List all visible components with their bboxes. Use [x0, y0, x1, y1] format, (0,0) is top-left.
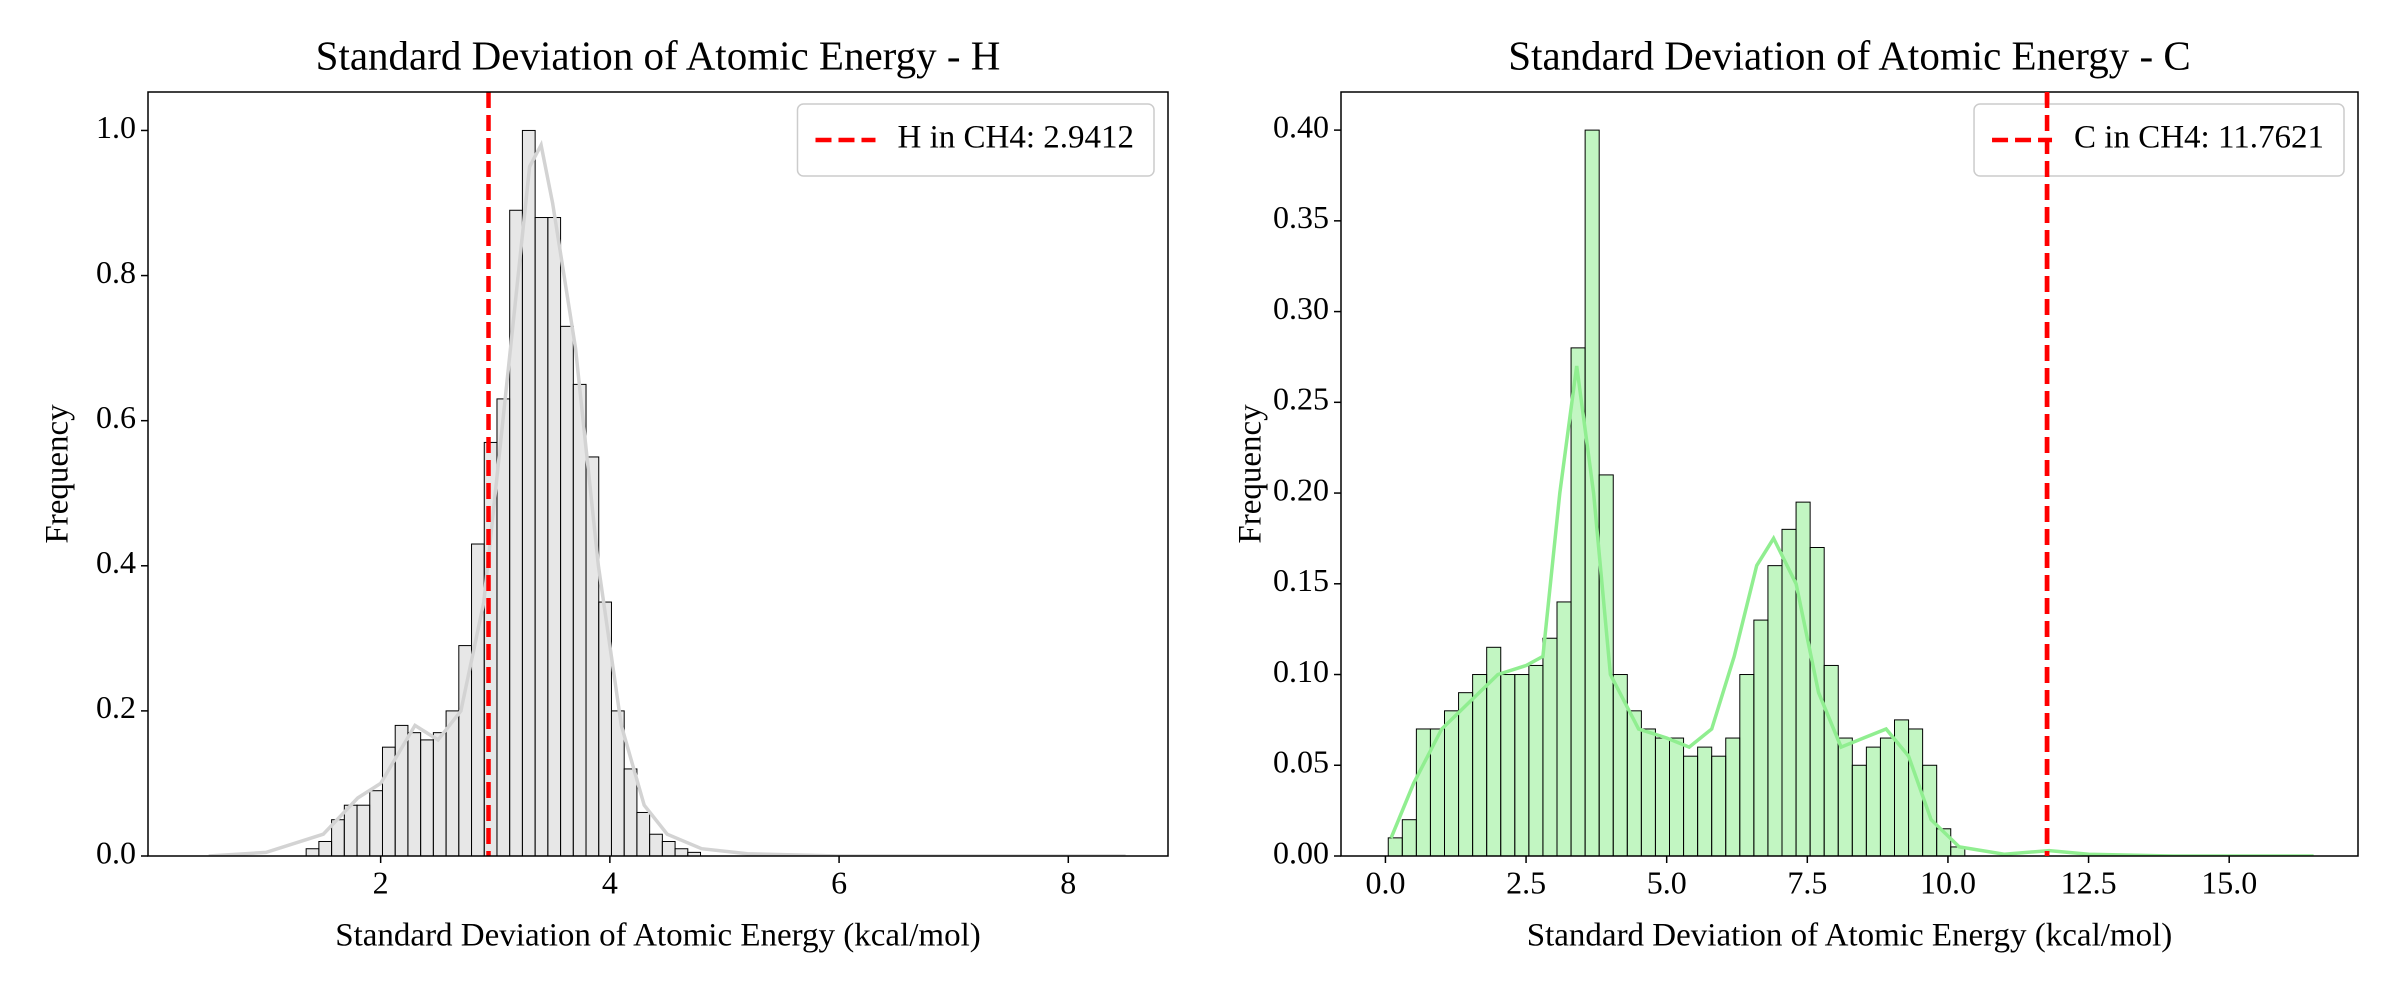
histogram-bar	[407, 732, 422, 856]
legend-label: C in CH4: 11.7621	[2074, 120, 2324, 156]
x-tick-label: 5.0	[1647, 864, 1687, 900]
x-tick-label: 4	[602, 864, 618, 900]
histogram-bar	[1415, 728, 1431, 856]
axes-frame	[1340, 91, 2359, 857]
histogram-bar	[547, 217, 562, 856]
histogram-bar	[661, 840, 676, 856]
x-tick-label: 0.0	[1365, 864, 1405, 900]
histogram-bar	[471, 543, 485, 856]
axes-frame	[147, 91, 1169, 857]
histogram-bar	[1739, 674, 1755, 856]
y-tick-label: 0.15	[1273, 562, 1329, 598]
histogram-bar	[1542, 637, 1558, 856]
histogram-bar	[1556, 601, 1572, 856]
histogram-bar	[1654, 737, 1670, 856]
histogram-bar	[369, 790, 383, 856]
histogram-bar	[1640, 728, 1656, 856]
chart-title: Standard Deviation of Atomic Energy - H	[316, 32, 1001, 78]
histogram-bar	[1598, 474, 1614, 856]
histogram-bar	[534, 217, 549, 856]
x-tick-label: 2.5	[1506, 864, 1546, 900]
x-axis-label: Standard Deviation of Atomic Energy (kca…	[1527, 918, 2172, 954]
y-tick-label: 0.20	[1273, 471, 1329, 507]
y-tick-label: 0.4	[96, 544, 136, 580]
x-tick-label: 12.5	[2061, 864, 2117, 900]
histogram-bar	[1669, 737, 1685, 856]
x-tick-label: 7.5	[1787, 864, 1827, 900]
histogram-bar	[1514, 674, 1530, 856]
x-axis-label: Standard Deviation of Atomic Energy (kca…	[335, 918, 980, 954]
histogram-bar	[356, 804, 371, 856]
x-tick-label: 6	[831, 864, 847, 900]
y-tick-label: 0.40	[1273, 108, 1329, 144]
kde-line	[208, 139, 1126, 856]
plot-area	[208, 92, 1126, 856]
histogram-bar	[1753, 619, 1769, 856]
histogram-bar	[1697, 746, 1713, 856]
histogram-bar	[1865, 746, 1881, 856]
histogram-bar	[1387, 837, 1403, 856]
kde-line	[1389, 365, 2314, 856]
chart-panel: Standard Deviation of Atomic Energy - H S…	[40, 32, 1169, 954]
histogram-bar	[1472, 674, 1488, 856]
plot-area	[1387, 92, 2314, 856]
x-tick-label: 15.0	[2201, 864, 2257, 900]
y-tick-label: 0.6	[96, 399, 136, 435]
histogram-bar	[1444, 710, 1460, 856]
histogram-bar	[1528, 664, 1544, 856]
histogram-bar	[1837, 737, 1853, 856]
y-tick-label: 0.05	[1273, 744, 1329, 780]
histogram-bar	[560, 325, 574, 856]
histogram-bar	[1626, 710, 1642, 856]
x-tick-label: 10.0	[1920, 864, 1976, 900]
y-tick-label: 0.10	[1273, 653, 1329, 689]
histogram-bar	[636, 811, 651, 856]
legend-label: H in CH4: 2.9412	[897, 120, 1134, 156]
histogram-bar	[649, 833, 663, 856]
histogram-bar	[445, 710, 460, 856]
y-tick-label: 1.0	[96, 109, 136, 145]
y-tick-label: 0.0	[96, 834, 136, 870]
histogram-bar	[420, 739, 434, 856]
histogram-bar	[1683, 755, 1699, 856]
y-tick-label: 0.8	[96, 254, 136, 290]
histogram-bar	[1879, 737, 1895, 856]
histogram-bar	[1725, 737, 1741, 856]
histogram-bar	[1795, 501, 1811, 856]
histogram-bar	[1851, 764, 1867, 856]
y-axis-label: Frequency	[40, 404, 76, 544]
histogram-bar	[1711, 755, 1727, 856]
x-tick-label: 8	[1060, 864, 1076, 900]
histogram-bar	[1823, 664, 1839, 856]
histogram-bar	[1458, 692, 1474, 856]
histogram-bar	[305, 848, 320, 856]
legend: H in CH4: 2.9412	[796, 103, 1155, 177]
y-tick-label: 0.2	[96, 689, 136, 725]
y-tick-label: 0.30	[1273, 290, 1329, 326]
y-axis-label: Frequency	[1233, 404, 1269, 544]
histogram-bar	[1500, 674, 1516, 856]
y-tick-label: 0.25	[1273, 381, 1329, 417]
histogram-bar	[343, 804, 358, 856]
histogram-bar	[623, 768, 638, 856]
y-tick-label: 0.00	[1273, 834, 1329, 870]
histogram-bar	[432, 732, 447, 856]
histogram-bar	[1401, 819, 1417, 856]
legend: C in CH4: 11.7621	[1973, 103, 2345, 177]
chart-title: Standard Deviation of Atomic Energy - C	[1508, 32, 2190, 78]
histogram-bar	[318, 840, 333, 856]
histogram-bar	[521, 129, 536, 856]
legend-box	[1973, 103, 2345, 177]
x-tick-label: 2	[373, 864, 389, 900]
histogram-bar	[572, 383, 587, 856]
legend-box	[796, 103, 1155, 177]
histogram-bar	[1767, 565, 1783, 856]
chart-panel: Standard Deviation of Atomic Energy - C S…	[1233, 32, 2359, 954]
histogram-bar	[674, 848, 689, 856]
y-tick-label: 0.35	[1273, 199, 1329, 235]
